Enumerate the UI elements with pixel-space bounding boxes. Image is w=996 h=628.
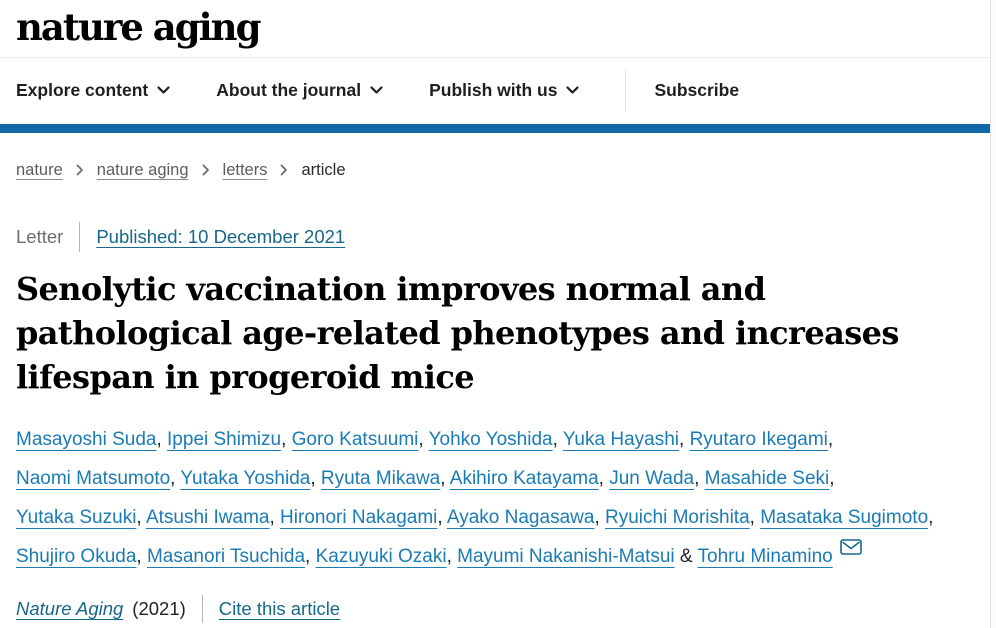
author-separator: , xyxy=(281,429,292,451)
divider xyxy=(201,595,203,624)
cite-this-article-link[interactable]: Cite this article xyxy=(218,598,341,620)
author-separator: & xyxy=(674,546,698,568)
author-link[interactable]: Tohru Minamino xyxy=(697,546,833,568)
author-separator: , xyxy=(440,468,450,490)
journal-color-bar xyxy=(0,123,996,133)
author-link[interactable]: Ayako Nagasawa xyxy=(446,507,595,529)
author-separator: , xyxy=(170,468,181,490)
article-header: nature nature aging letters article Lett… xyxy=(0,161,996,624)
author-separator: , xyxy=(305,546,316,568)
author-link[interactable]: Ryuichi Morishita xyxy=(605,507,750,529)
citation-year: (2021) xyxy=(132,598,186,620)
divider xyxy=(79,221,81,252)
breadcrumb-item-article: article xyxy=(301,160,346,179)
author-separator: , xyxy=(694,468,705,490)
breadcrumb: nature nature aging letters article xyxy=(16,161,980,180)
author-separator: , xyxy=(446,546,458,568)
chevron-right-icon xyxy=(76,164,84,176)
author-separator: , xyxy=(829,468,835,490)
article-meta-row: Letter Published: 10 December 2021 xyxy=(16,221,980,252)
breadcrumb-item-nature-aging[interactable]: nature aging xyxy=(96,160,189,179)
author-separator: , xyxy=(679,429,690,451)
author-separator: , xyxy=(269,507,281,529)
nav-item-label: Explore content xyxy=(16,80,149,101)
author-link[interactable]: Hironori Nakagami xyxy=(280,507,438,529)
chevron-down-icon xyxy=(157,86,170,95)
nav-divider xyxy=(625,69,627,112)
author-link[interactable]: Masayoshi Suda xyxy=(16,429,157,451)
author-link[interactable]: Jun Wada xyxy=(609,468,695,490)
author-separator: , xyxy=(552,429,563,451)
author-link[interactable]: Masahide Seki xyxy=(704,468,830,490)
author-link[interactable]: Ryuta Mikawa xyxy=(320,468,441,490)
author-separator: , xyxy=(598,468,610,490)
author-separator: , xyxy=(827,429,834,451)
chevron-right-icon xyxy=(280,164,288,176)
nav-item-label: Publish with us xyxy=(429,80,558,101)
author-separator: , xyxy=(418,429,429,451)
nav-subscribe[interactable]: Subscribe xyxy=(654,80,740,101)
author-link[interactable]: Masanori Tsuchida xyxy=(146,546,306,568)
author-link[interactable]: Kazuyuki Ozaki xyxy=(315,546,447,568)
author-link[interactable]: Masataka Sugimoto xyxy=(760,507,929,529)
breadcrumb-item-nature[interactable]: nature xyxy=(16,160,63,179)
author-link[interactable]: Akihiro Katayama xyxy=(449,468,599,490)
published-date-link[interactable]: Published: 10 December 2021 xyxy=(96,225,346,247)
author-separator: , xyxy=(437,507,447,529)
chevron-right-icon xyxy=(202,164,210,176)
author-separator: , xyxy=(156,429,168,451)
breadcrumb-item-letters[interactable]: letters xyxy=(222,160,268,179)
author-separator: , xyxy=(136,507,146,529)
author-link[interactable]: Yutaka Suzuki xyxy=(16,507,137,529)
author-link[interactable]: Yutaka Yoshida xyxy=(180,468,311,490)
author-link[interactable]: Naomi Matsumoto xyxy=(16,468,171,490)
nav-about-the-journal[interactable]: About the journal xyxy=(216,80,383,101)
main-nav: Explore content About the journal Publis… xyxy=(0,58,996,124)
page-title: Senolytic vaccination improves normal an… xyxy=(16,267,980,399)
title-line: lifespan in progeroid mice xyxy=(16,357,475,396)
author-paragraph: Masayoshi Suda, Ippei Shimizu, Goro Kats… xyxy=(16,420,951,576)
nav-publish-with-us[interactable]: Publish with us xyxy=(429,80,580,101)
author-separator: , xyxy=(928,507,934,529)
article-type-label: Letter xyxy=(16,225,64,247)
nav-item-label: About the journal xyxy=(216,80,362,101)
title-line: pathological age-related phenotypes and … xyxy=(16,313,899,352)
author-link[interactable]: Shujiro Okuda xyxy=(16,546,137,568)
header-logo-row: nature aging xyxy=(0,0,996,58)
chevron-down-icon xyxy=(566,86,580,95)
author-separator: , xyxy=(136,546,147,568)
journal-logo[interactable]: nature aging xyxy=(16,5,261,49)
author-link[interactable]: Goro Katsuumi xyxy=(291,429,419,451)
author-link[interactable]: Ippei Shimizu xyxy=(167,429,282,451)
author-link[interactable]: Ryutaro Ikegami xyxy=(689,429,828,451)
author-separator: , xyxy=(749,507,761,529)
author-link[interactable]: Yohko Yoshida xyxy=(428,429,553,451)
author-link[interactable]: Atsushi Iwama xyxy=(145,507,270,529)
author-link[interactable]: Yuka Hayashi xyxy=(562,429,679,451)
author-separator: , xyxy=(594,507,605,529)
email-icon[interactable] xyxy=(839,537,862,576)
chevron-down-icon xyxy=(370,86,383,95)
author-link[interactable]: Mayumi Nakanishi-Matsui xyxy=(457,546,675,568)
author-list: Masayoshi Suda, Ippei Shimizu, Goro Kats… xyxy=(16,429,933,567)
title-line: Senolytic vaccination improves normal an… xyxy=(16,269,766,308)
journal-citation-link[interactable]: Nature Aging xyxy=(16,598,124,620)
citation-row: Nature Aging (2021) Cite this article xyxy=(16,595,980,624)
nav-explore-content[interactable]: Explore content xyxy=(16,80,170,101)
author-separator: , xyxy=(310,468,321,490)
